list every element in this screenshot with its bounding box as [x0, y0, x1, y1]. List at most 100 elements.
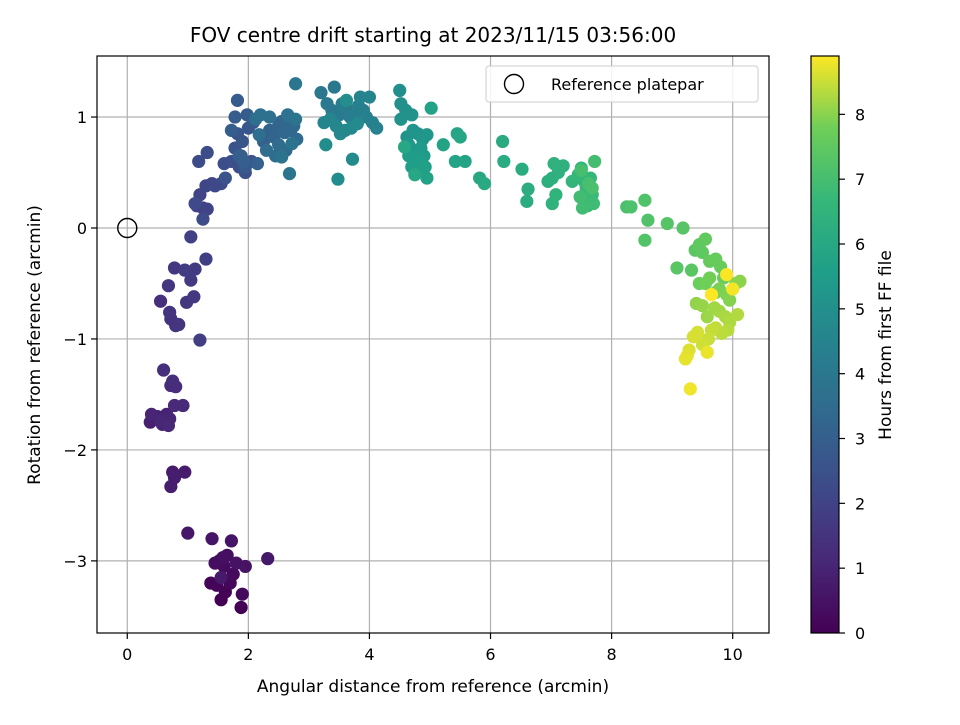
data-point	[453, 130, 467, 144]
data-point	[161, 279, 176, 293]
data-point	[226, 567, 240, 581]
plot-area-frame	[96, 55, 770, 634]
data-point	[638, 193, 652, 207]
data-point	[549, 188, 563, 202]
data-point	[520, 194, 534, 208]
x-tick-label: 2	[243, 645, 253, 664]
x-axis-label: Angular distance from reference (arcmin)	[257, 677, 609, 697]
data-point	[166, 374, 180, 388]
data-point	[678, 352, 693, 366]
legend-marker-icon	[503, 73, 525, 95]
y-tick-label: 0	[77, 219, 87, 238]
data-point	[144, 407, 159, 422]
colorbar-tick-label: 0	[855, 624, 865, 643]
data-point	[252, 128, 266, 142]
data-point	[228, 110, 242, 124]
data-point	[172, 317, 186, 332]
colorbar-tick-label: 6	[855, 235, 865, 254]
colorbar-ticks: 0 1 2 3 4 5 6 7 8	[839, 105, 865, 643]
data-point	[436, 138, 450, 152]
data-point	[497, 154, 511, 169]
data-point	[199, 252, 213, 266]
legend-entry-label: Reference platepar	[551, 75, 704, 94]
data-point	[250, 157, 265, 171]
data-point	[547, 157, 561, 171]
data-point	[230, 93, 245, 107]
data-point	[686, 330, 700, 344]
data-point	[405, 108, 419, 122]
x-axis-ticks: 0 2 4 6 8 10	[122, 633, 743, 664]
data-point	[408, 168, 422, 182]
data-point	[331, 172, 345, 186]
data-point	[188, 196, 202, 211]
data-point	[178, 465, 192, 479]
data-point	[700, 310, 714, 324]
data-point	[723, 293, 737, 307]
data-point	[676, 221, 690, 235]
data-point	[218, 171, 232, 185]
data-point	[521, 182, 535, 196]
data-point	[259, 143, 274, 157]
data-point	[238, 559, 252, 574]
data-point	[163, 305, 177, 319]
colorbar-tick-label: 4	[855, 365, 865, 384]
colorbar-tick-label: 1	[855, 559, 865, 578]
data-point	[700, 345, 714, 359]
data-point	[720, 267, 734, 282]
data-point	[196, 212, 210, 226]
data-point	[167, 261, 182, 275]
data-point	[234, 600, 248, 615]
data-point	[236, 154, 251, 169]
data-point	[397, 140, 412, 154]
data-point	[200, 145, 214, 160]
colorbar-tick-label: 3	[855, 430, 865, 449]
data-point	[275, 150, 289, 164]
x-tick-label: 4	[364, 645, 374, 664]
data-point	[574, 163, 588, 177]
data-point	[184, 273, 198, 287]
data-point	[573, 190, 587, 204]
data-points	[143, 77, 747, 615]
colorbar-tick-label: 5	[855, 300, 865, 319]
y-tick-label: −2	[63, 441, 87, 460]
data-point	[200, 202, 214, 216]
data-point	[703, 271, 717, 285]
data-point	[205, 532, 219, 546]
data-point	[176, 398, 190, 413]
data-point	[178, 263, 192, 277]
data-point	[730, 307, 745, 322]
data-point	[214, 570, 228, 585]
legend: Reference platepar	[485, 65, 759, 103]
data-point	[187, 290, 201, 304]
data-point	[624, 200, 638, 214]
data-point	[188, 262, 202, 276]
colorbar-tick-label: 7	[855, 170, 865, 189]
colorbar-label: Hours from first FF file	[876, 250, 896, 440]
data-point	[235, 134, 249, 149]
data-point	[216, 550, 230, 565]
x-tick-label: 0	[122, 645, 132, 664]
data-point	[458, 154, 472, 169]
data-point	[477, 177, 492, 191]
data-point	[161, 418, 176, 433]
data-point	[167, 471, 182, 485]
data-point	[153, 294, 168, 308]
data-point	[193, 333, 207, 347]
data-point	[288, 77, 303, 91]
y-tick-label: −1	[63, 330, 87, 349]
data-point	[670, 261, 684, 275]
data-point	[448, 154, 462, 169]
data-point	[362, 90, 377, 104]
chart-title: FOV centre drift starting at 2023/11/15 …	[190, 23, 676, 47]
y-axis-ticks: −3 −2 −1 0 1	[63, 108, 97, 571]
data-point	[345, 152, 360, 166]
data-point	[726, 282, 740, 296]
data-point	[184, 230, 198, 244]
data-point	[353, 90, 367, 104]
data-point	[327, 80, 341, 94]
data-point	[585, 181, 599, 195]
data-point	[393, 83, 407, 97]
data-point	[515, 162, 529, 176]
data-point	[641, 213, 655, 227]
